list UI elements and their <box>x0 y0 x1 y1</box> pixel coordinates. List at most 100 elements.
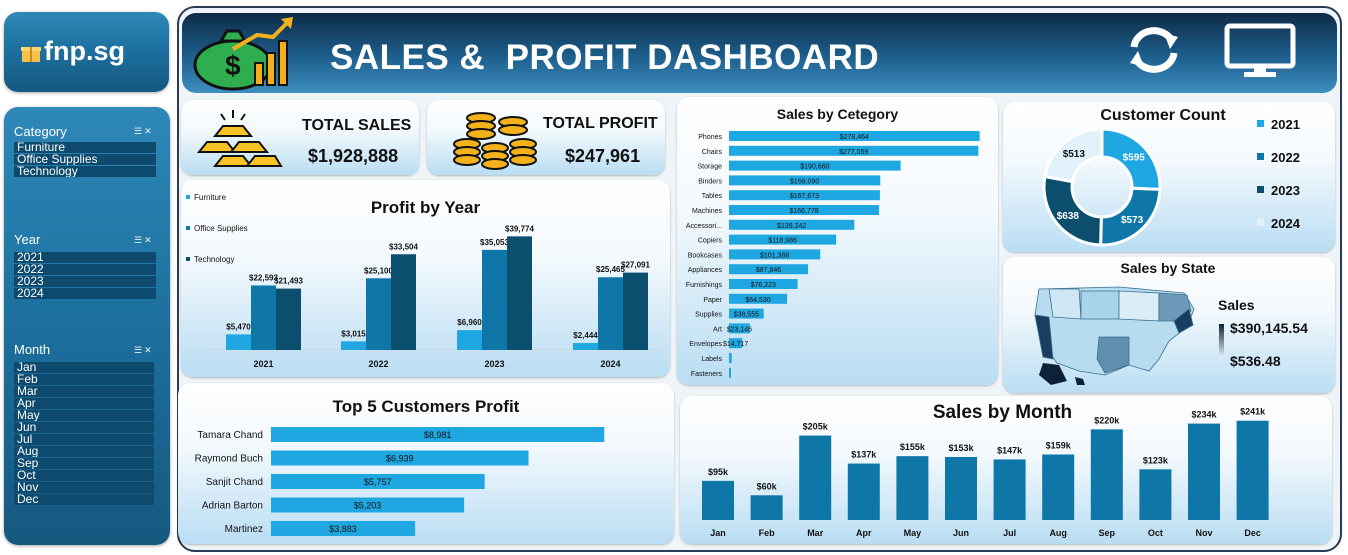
data-label: $3,883 <box>329 524 357 534</box>
slicer-item-2023[interactable]: 2023 <box>14 276 156 287</box>
bar <box>1139 469 1172 520</box>
bar <box>276 288 301 350</box>
slicer-item-furniture[interactable]: Furniture <box>14 142 156 153</box>
svg-text:$: $ <box>225 50 241 81</box>
data-label: $139,242 <box>777 223 806 230</box>
year-filter-icons[interactable]: ☰✕ <box>134 235 154 245</box>
us-state-map <box>1034 286 1195 385</box>
money-growth-icon: $ <box>193 17 293 91</box>
slicer-item-sep[interactable]: Sep <box>14 458 154 469</box>
bar <box>729 190 880 201</box>
slicer-item-jul[interactable]: Jul <box>14 434 154 445</box>
legend-swatch <box>186 257 190 261</box>
data-label: $6,960 <box>457 318 482 327</box>
data-label: $8,981 <box>424 430 452 440</box>
slicer-item-2022[interactable]: 2022 <box>14 264 156 275</box>
bar <box>729 219 855 230</box>
bar <box>366 278 391 350</box>
slicer-item-aug[interactable]: Aug <box>14 446 154 457</box>
logo-panel: fnp.sg <box>4 12 169 92</box>
data-label: $123k <box>1143 455 1169 465</box>
bar <box>507 236 532 350</box>
bar <box>1042 454 1075 520</box>
legend-swatch <box>1257 219 1264 226</box>
slicer-item-may[interactable]: May <box>14 410 154 421</box>
x-tick-label: Nov <box>1195 528 1212 538</box>
dashboard-title: SALES & PROFIT DASHBOARD <box>330 38 880 77</box>
customer-count-title: Customer Count <box>1100 107 1226 124</box>
legend-label: 2021 <box>1271 117 1300 132</box>
x-tick-label: Feb <box>759 528 776 538</box>
refresh-icon[interactable] <box>1124 25 1184 75</box>
monitor-icon[interactable] <box>1224 23 1296 79</box>
state-legend-max: $390,145.54 <box>1230 320 1308 336</box>
bar <box>729 264 809 275</box>
data-label: $5,203 <box>354 501 382 511</box>
data-label: $595 <box>1123 153 1146 164</box>
data-label: $168,090 <box>790 178 819 185</box>
slicer-item-mar[interactable]: Mar <box>14 386 154 397</box>
bar <box>271 474 485 489</box>
slicer-item-2021[interactable]: 2021 <box>14 252 156 263</box>
slicer-item-technology[interactable]: Technology <box>14 166 156 177</box>
data-label: $6,939 <box>386 454 414 464</box>
x-tick-label: Jun <box>953 528 969 538</box>
legend-label: Furniture <box>194 193 227 202</box>
data-label: $166,778 <box>789 208 818 215</box>
total-sales-value: $1,928,888 <box>308 146 399 166</box>
x-tick-label: Oct <box>1148 528 1163 538</box>
data-label: $87,846 <box>756 267 781 274</box>
slicer-item-office-supplies[interactable]: Office Supplies <box>14 154 156 165</box>
logo-text: fnp.sg <box>44 36 125 66</box>
total-profit-card: TOTAL PROFIT $247,961 <box>427 100 665 175</box>
bar <box>573 343 598 350</box>
x-tick-label: Dec <box>1244 528 1261 538</box>
month-filter-icons[interactable]: ☰✕ <box>134 345 154 355</box>
data-label: $2,444 <box>573 331 598 340</box>
total-profit-label: TOTAL PROFIT <box>543 115 658 132</box>
bar <box>729 131 980 141</box>
data-label: $76,223 <box>751 282 776 289</box>
total-sales-label: TOTAL SALES <box>302 117 412 134</box>
slicer-item-jun[interactable]: Jun <box>14 422 154 433</box>
legend-label: 2022 <box>1271 150 1300 165</box>
category-slicer-title: Category <box>14 124 67 139</box>
data-label: $234k <box>1191 410 1217 420</box>
bar <box>271 450 529 466</box>
slicer-item-2024[interactable]: 2024 <box>14 288 156 299</box>
bar <box>799 435 832 520</box>
slicer-item-oct[interactable]: Oct <box>14 470 154 481</box>
data-label: $25,100 <box>364 266 393 275</box>
slicer-item-nov[interactable]: Nov <box>14 482 154 493</box>
slicer-item-dec[interactable]: Dec <box>14 494 154 505</box>
top-customers-title: Top 5 Customers Profit <box>332 397 520 416</box>
bar <box>729 308 764 319</box>
data-label: $14,717 <box>723 341 748 348</box>
category-label: Tables <box>702 193 723 200</box>
slicer-item-feb[interactable]: Feb <box>14 374 154 385</box>
category-label: Bookcases <box>688 252 723 259</box>
x-tick-label: Mar <box>807 528 824 538</box>
coin-stacks-icon <box>453 112 537 170</box>
data-label: $137k <box>851 450 877 460</box>
total-profit-value: $247,961 <box>565 146 641 166</box>
category-label: Fasteners <box>691 371 723 378</box>
slicer-item-jan[interactable]: Jan <box>14 362 154 373</box>
data-label: $153k <box>948 443 974 453</box>
bar <box>729 249 821 260</box>
slicer-item-apr[interactable]: Apr <box>14 398 154 409</box>
bar <box>271 427 605 442</box>
bar <box>482 249 507 350</box>
category-label: Envelopes <box>689 341 722 348</box>
customer-label: Adrian Barton <box>202 501 263 512</box>
customer-label: Sanjit Chand <box>206 477 263 488</box>
bar <box>729 145 979 156</box>
sales-by-month-chart: $95k Jan $60k Feb $205k Mar $137k Apr $155k May $1… <box>702 407 1269 538</box>
bar <box>598 277 623 350</box>
data-label: $167,673 <box>790 193 819 200</box>
category-filter-icons[interactable]: ☰✕ <box>134 126 154 136</box>
month-slicer-title: Month <box>14 342 51 357</box>
bar <box>251 285 276 350</box>
x-tick-label: 2023 <box>484 359 504 369</box>
data-label: $60k <box>757 481 778 491</box>
